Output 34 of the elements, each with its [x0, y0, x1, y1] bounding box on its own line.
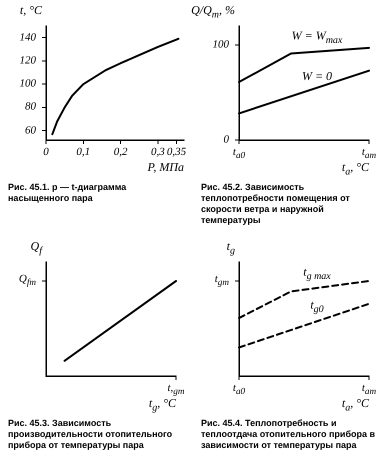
text: Рис. 45.3. Зависимость производительности отопительного прибора от температуры пара	[8, 418, 174, 451]
x-tick-label: 0,1	[76, 146, 90, 159]
x-tick-label: t$_{a0}$	[232, 382, 246, 398]
x-axis-title: t$_{a}$, °C	[342, 396, 369, 414]
text: Рис. 45.2. Зависимость теплопотребности помещения от скорости ветра и наружной температуры	[201, 182, 351, 226]
y-axis-title: t, °C	[20, 3, 42, 17]
text: Q$_{fm}$	[18, 272, 36, 290]
x-tick-label: 0	[43, 146, 49, 159]
y-axis-title: Q/Q$_{m}$, %	[191, 3, 235, 22]
series-label: t$_{g0}$	[310, 298, 324, 316]
y-axis-title: t$_{g}$	[226, 239, 235, 258]
text: t$_{gm}$	[214, 272, 229, 290]
x-tick-label: t$_{am}$	[362, 146, 376, 160]
x-tick-label: t$_{am}$	[362, 382, 376, 396]
y-tick-label: 100	[20, 78, 36, 91]
x-tick-label: 0,3	[151, 146, 165, 159]
y-tick-label: 80	[25, 100, 36, 114]
y-tick-label: 120	[20, 54, 36, 68]
x-axis-title: t$_{a}$, °C	[342, 160, 369, 178]
series-label: W = W$_{max}$	[292, 28, 342, 47]
x-tick-label: 0,35	[166, 146, 186, 159]
x-axis-title: t$_{g}$, °C	[148, 396, 176, 414]
y-tick-label: 60	[25, 124, 36, 138]
x-tick-label: 0,2	[114, 146, 128, 159]
y-tick-label: 140	[20, 31, 36, 44]
text: t,$_{gm}$	[167, 382, 185, 396]
x-axis-title: P, МПа	[148, 160, 184, 174]
series-label: t$_{g max}$	[303, 264, 331, 283]
series-label: W = 0	[302, 68, 332, 83]
x-tick-label: t$_{a0}$	[232, 146, 246, 162]
y-tick-label: 100	[212, 38, 229, 52]
text: Рис. 45.1. p — t-диаграмма насыщенного пара	[8, 182, 128, 204]
y-axis-title: Q$_{f}$	[30, 239, 42, 258]
text: Рис. 45.4. Теплопотребность и теплоотдача отопительного прибора в зависимости от температуры пара	[201, 418, 376, 451]
